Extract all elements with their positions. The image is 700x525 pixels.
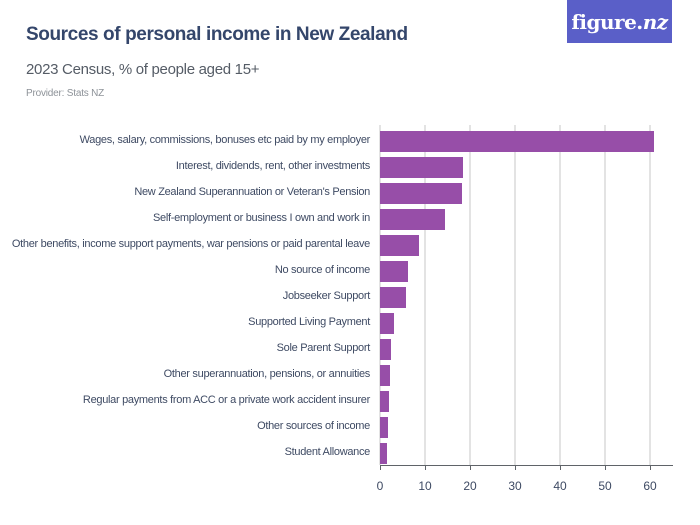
- category-label: Student Allowance: [284, 446, 371, 458]
- x-tick-label: 10: [418, 479, 432, 493]
- category-label: Regular payments from ACC or a private w…: [82, 394, 370, 406]
- x-tick-label: 50: [598, 479, 612, 493]
- gridline: [604, 125, 606, 465]
- category-label: Other benefits, income support payments,…: [11, 238, 370, 250]
- gridline: [649, 125, 651, 465]
- gridline: [559, 125, 561, 465]
- category-label: Other sources of income: [257, 420, 370, 432]
- x-tick-label: 0: [376, 479, 384, 493]
- x-tick-label: 20: [463, 479, 477, 493]
- x-tick: [605, 465, 606, 470]
- chart-subtitle: 2023 Census, % of people aged 15+: [26, 61, 260, 78]
- category-label: Wages, salary, commissions, bonuses etc …: [79, 134, 371, 146]
- bar[interactable]: [380, 287, 407, 308]
- bar[interactable]: [380, 443, 388, 464]
- category-label: Other superannuation, pensions, or annui…: [163, 368, 371, 380]
- bar[interactable]: [380, 365, 390, 386]
- logo-text: figure.: [571, 9, 643, 34]
- bar[interactable]: [380, 391, 389, 412]
- bar[interactable]: [380, 235, 420, 256]
- bar[interactable]: [380, 131, 654, 152]
- x-tick-label: 60: [643, 479, 657, 493]
- x-axis: [380, 465, 673, 466]
- x-tick: [560, 465, 561, 470]
- bar[interactable]: [380, 261, 408, 282]
- bar[interactable]: [380, 209, 445, 230]
- gridline: [424, 125, 426, 465]
- logo-suffix: nz: [642, 9, 668, 34]
- x-tick: [380, 465, 381, 470]
- gridline: [469, 125, 471, 465]
- chart-title: Sources of personal income in New Zealan…: [26, 24, 408, 45]
- x-tick: [515, 465, 516, 470]
- gridline: [514, 125, 516, 465]
- figure-nz-logo[interactable]: figure. nz: [567, 0, 672, 43]
- category-label: No source of income: [274, 264, 370, 276]
- bar[interactable]: [380, 157, 463, 178]
- provider-label: Provider: Stats NZ: [26, 88, 105, 99]
- category-label: Supported Living Payment: [248, 316, 370, 328]
- category-label: Interest, dividends, rent, other investm…: [175, 160, 370, 172]
- x-tick-label: 30: [508, 479, 522, 493]
- category-label: Jobseeker Support: [282, 290, 371, 302]
- x-tick-label: 40: [553, 479, 567, 493]
- x-tick: [470, 465, 471, 470]
- bar[interactable]: [380, 183, 462, 204]
- bar[interactable]: [380, 339, 391, 360]
- category-label: Self-employment or business I own and wo…: [153, 212, 370, 224]
- category-label: New Zealand Superannuation or Veteran's …: [134, 186, 370, 198]
- bar[interactable]: [380, 417, 388, 438]
- x-tick: [425, 465, 426, 470]
- category-label: Sole Parent Support: [276, 342, 371, 354]
- bar[interactable]: [380, 313, 394, 334]
- x-tick: [650, 465, 651, 470]
